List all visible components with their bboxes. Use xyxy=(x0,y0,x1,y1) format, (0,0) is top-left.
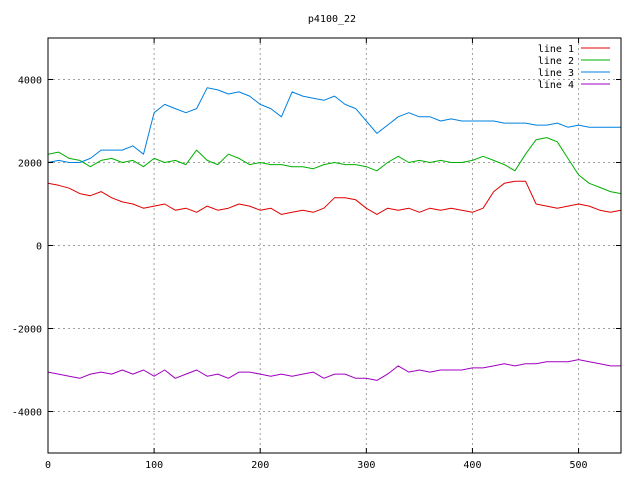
x-tick-label: 400 xyxy=(463,460,481,471)
series-line-4 xyxy=(47,359,621,381)
chart-title: p4100_22 xyxy=(308,14,356,25)
series-group xyxy=(47,87,622,381)
x-tick-label: 200 xyxy=(251,460,269,471)
legend-label-1: line 1 xyxy=(538,44,574,55)
y-tick-label: 0 xyxy=(36,242,42,253)
legend-label-4: line 4 xyxy=(538,80,574,91)
x-tick-label: 100 xyxy=(145,460,163,471)
grid xyxy=(48,38,621,453)
axis-ticks: 0 100 200 300 400 500 -4000 -2000 0 2000 4000 xyxy=(12,38,621,471)
y-tick-label: 2000 xyxy=(18,159,42,170)
x-tick-label: 0 xyxy=(45,460,51,471)
y-tick-label: -2000 xyxy=(12,325,42,336)
series-line-2 xyxy=(47,137,622,195)
x-tick-label: 500 xyxy=(570,460,588,471)
y-tick-label: -4000 xyxy=(12,408,42,419)
series-line-1 xyxy=(47,180,622,215)
series-line-3 xyxy=(47,87,621,163)
y-tick-label: 4000 xyxy=(18,76,42,87)
x-tick-label: 300 xyxy=(357,460,375,471)
legend-label-3: line 3 xyxy=(538,68,574,79)
legend-label-2: line 2 xyxy=(538,56,574,67)
